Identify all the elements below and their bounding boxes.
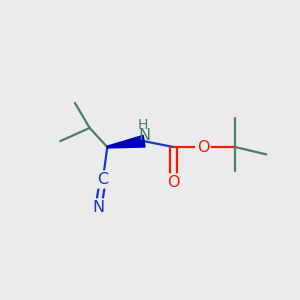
- Text: C: C: [97, 172, 109, 187]
- Text: N: N: [138, 128, 150, 143]
- Polygon shape: [107, 135, 145, 148]
- Text: N: N: [92, 200, 104, 215]
- Text: H: H: [137, 118, 148, 132]
- Text: O: O: [167, 175, 180, 190]
- Text: O: O: [197, 140, 209, 154]
